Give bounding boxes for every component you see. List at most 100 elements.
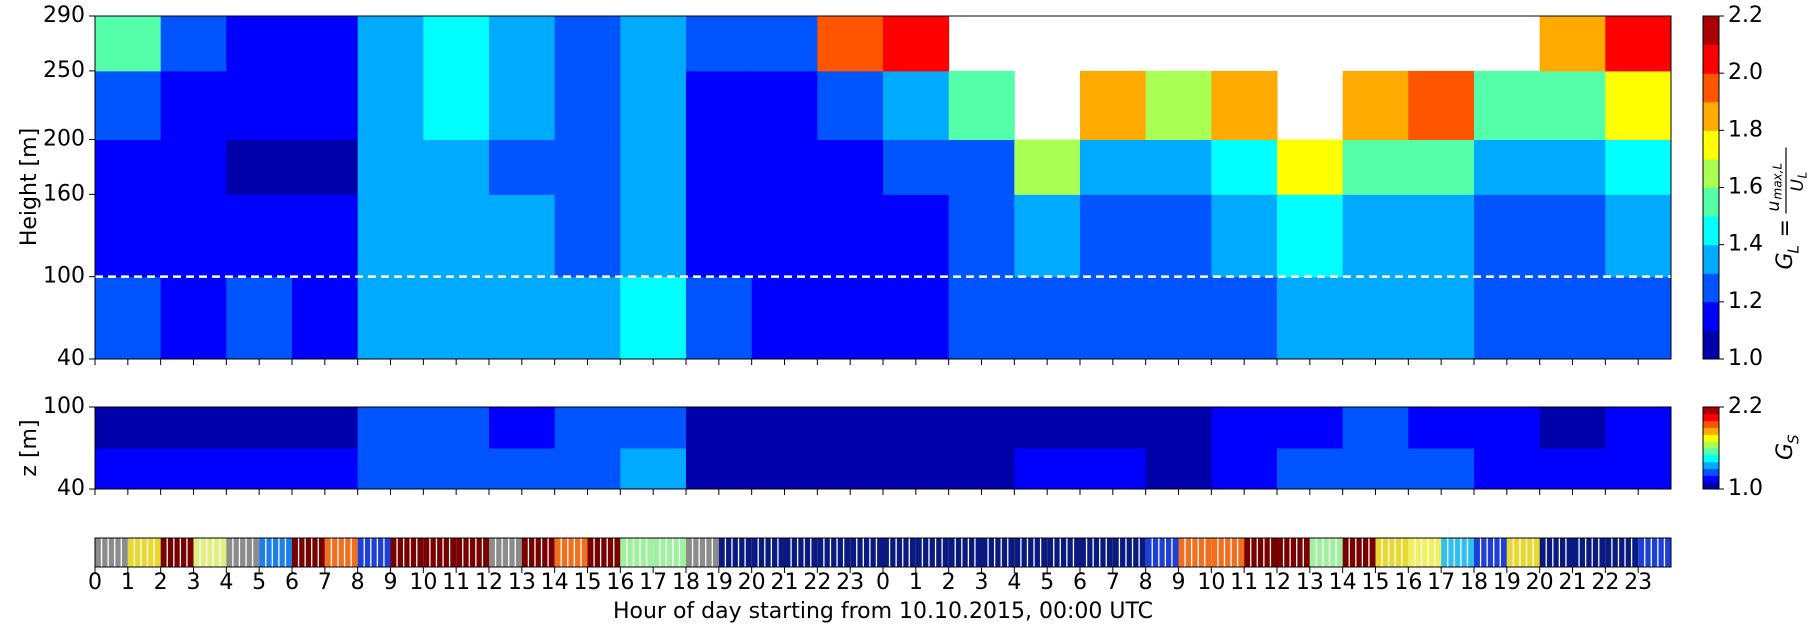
x-tick-label: 11: [1230, 570, 1258, 595]
contour-cell: [1540, 194, 1606, 277]
hour-cell: [95, 538, 128, 567]
contour-cell: [423, 16, 489, 71]
contour-cell: [949, 139, 1015, 194]
contour-cell: [1211, 71, 1277, 140]
contour-cell: [620, 16, 686, 71]
colorbar-band: [1703, 330, 1719, 359]
contour-cell: [1540, 277, 1606, 360]
hour-cell: [1343, 538, 1376, 567]
y-tick-label: 200: [43, 126, 85, 151]
hour-cell: [555, 538, 588, 567]
contour-cell: [292, 16, 358, 71]
contour-cell: [1211, 277, 1277, 360]
contour-cell: [358, 448, 424, 490]
y-tick-label: 100: [43, 264, 85, 289]
contour-cell: [1474, 407, 1540, 449]
colorbar-band: [1703, 407, 1719, 414]
colorbar-band: [1703, 441, 1719, 448]
contour-cell: [817, 71, 883, 140]
hour-cell: [522, 538, 555, 567]
x-tick-label: 10: [409, 570, 437, 595]
contour-cell: [95, 16, 161, 71]
x-tick-label: 18: [1460, 570, 1488, 595]
contour-cell: [686, 407, 752, 449]
x-tick-label: 4: [219, 570, 233, 595]
contour-cell: [358, 407, 424, 449]
colorbar-tick-label: 2.2: [1728, 394, 1763, 419]
x-tick-label: 17: [1427, 570, 1455, 595]
contour-cell: [1146, 71, 1212, 140]
x-tick-label: 7: [1106, 570, 1120, 595]
contour-cell: [1540, 448, 1606, 490]
colorbar-tick-label: 1.2: [1728, 289, 1763, 314]
x-tick-label: 3: [187, 570, 201, 595]
contour-cell: [752, 16, 818, 71]
contour-cell: [752, 277, 818, 360]
contour-cell: [752, 71, 818, 140]
hour-cell: [358, 538, 391, 567]
contour-cell: [1277, 194, 1343, 277]
x-tick-label: 15: [1362, 570, 1390, 595]
contour-cell: [226, 407, 292, 449]
contour-cell: [1277, 277, 1343, 360]
contour-cell: [1605, 194, 1671, 277]
colorbar-band: [1703, 102, 1719, 131]
contour-cell: [1408, 407, 1474, 449]
hour-cell: [850, 538, 883, 567]
contour-cell: [1605, 139, 1671, 194]
colorbar-band: [1703, 302, 1719, 331]
x-tick-label: 19: [705, 570, 733, 595]
x-tick-label: 6: [285, 570, 299, 595]
contour-cell: [1146, 139, 1212, 194]
x-tick-label: 8: [351, 570, 365, 595]
hour-cell: [259, 538, 292, 567]
hour-cell: [785, 538, 818, 567]
contour-cell: [1146, 448, 1212, 490]
contour-cell: [226, 194, 292, 277]
contour-cell: [1211, 407, 1277, 449]
contour-cell: [358, 194, 424, 277]
contour-cell: [226, 71, 292, 140]
y-tick-label: 100: [43, 394, 85, 419]
hour-cell: [949, 538, 982, 567]
colorbar-band: [1703, 448, 1719, 455]
contour-cell: [423, 448, 489, 490]
hour-cell: [1573, 538, 1606, 567]
contour-cell: [1343, 407, 1409, 449]
colorbar-band: [1703, 434, 1719, 441]
colorbar-tick-label: 1.6: [1728, 175, 1763, 200]
contour-cell: [95, 139, 161, 194]
hour-cell: [1408, 538, 1441, 567]
colorbar-band: [1703, 45, 1719, 74]
colorbar-band: [1703, 475, 1719, 482]
contour-cell: [423, 71, 489, 140]
contour-cell: [1343, 448, 1409, 490]
contour-cell: [555, 194, 621, 277]
contour-cell: [161, 139, 227, 194]
x-tick-label: 8: [1139, 570, 1153, 595]
contour-cell: [752, 194, 818, 277]
contour-cell: [817, 194, 883, 277]
hour-cell: [1244, 538, 1277, 567]
contour-cell: [555, 139, 621, 194]
x-tick-label: 2: [942, 570, 956, 595]
x-axis-label: Hour of day starting from 10.10.2015, 00…: [613, 599, 1153, 624]
contour-cell: [292, 407, 358, 449]
contour-cell: [292, 448, 358, 490]
hour-cell: [1376, 538, 1409, 567]
contour-cell: [1605, 277, 1671, 360]
label-denominator: U: [1788, 179, 1808, 192]
contour-cell: [1014, 448, 1080, 490]
contour-cell: [949, 448, 1015, 490]
contour-cell: [1080, 407, 1146, 449]
contour-cell: [949, 407, 1015, 449]
x-tick-label: 19: [1493, 570, 1521, 595]
colorbar-band: [1703, 73, 1719, 102]
contour-cell: [161, 71, 227, 140]
contour-cell: [1408, 139, 1474, 194]
hour-cell: [161, 538, 194, 567]
hour-cell: [325, 538, 358, 567]
contour-cell: [1605, 407, 1671, 449]
y-axis-label: z [m]: [17, 419, 42, 476]
contour-cell: [1474, 194, 1540, 277]
